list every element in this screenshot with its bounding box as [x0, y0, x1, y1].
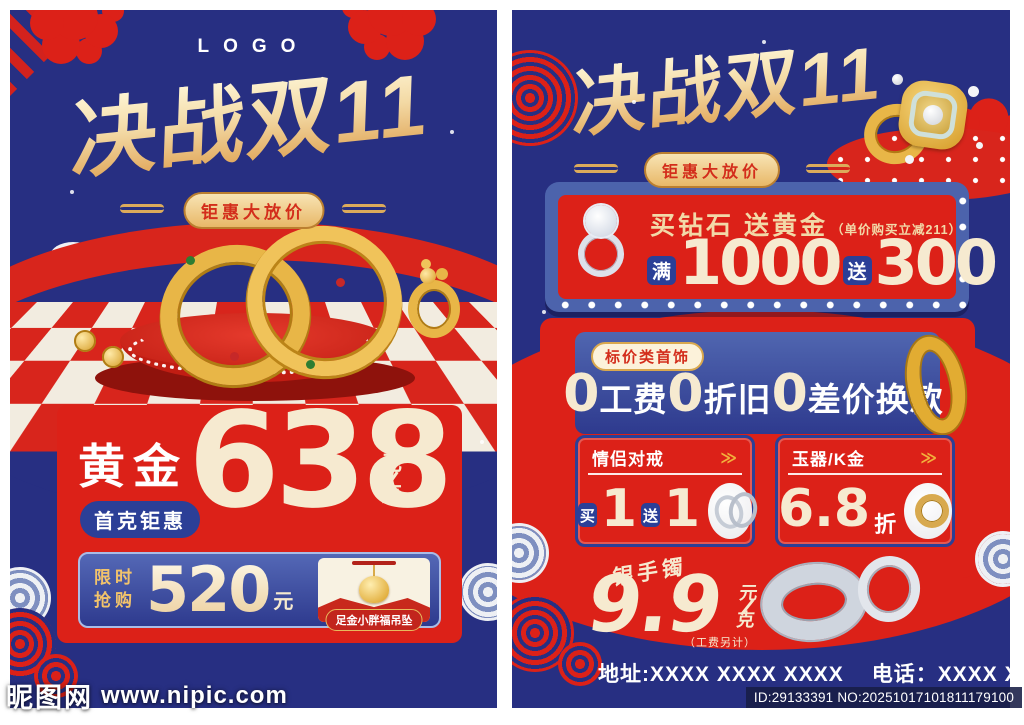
- diamond-offer-headline: 买钻石 送黄金: [650, 212, 828, 240]
- watermark-url: www.nipic.com: [101, 681, 288, 709]
- unit-bottom: 克: [735, 610, 756, 631]
- hanger-bar-ornament: [352, 561, 396, 565]
- campaign-title: 决战双11: [25, 56, 476, 190]
- red-flower-ornament: [30, 10, 64, 40]
- diamond-offer-numbers: 满 1000 送 300: [644, 226, 998, 299]
- watermark-sitename: 昵图网: [6, 683, 93, 713]
- pendant-chain-ornament: [373, 565, 375, 578]
- gold-price-panel: 黄金 首克钜惠 638 元 克 限时 抢购 520 元 足金小胖福吊坠: [57, 395, 462, 643]
- left-poster: LOGO 决战双11 钜惠大放价 黄金 首克钜惠 638 元 克 限时 抢购: [10, 10, 497, 708]
- product-card: 足金小胖福吊坠: [318, 558, 430, 631]
- zero-digit: 0: [667, 364, 704, 424]
- contact-line: 地址:XXXX XXXX XXXX 电话：XXXX XXXX: [598, 658, 1010, 688]
- discount-value: 6.8: [778, 479, 871, 539]
- unit-top: 元: [381, 452, 402, 475]
- logo-text: LOGO: [197, 36, 310, 57]
- k-gold-ring-icon: [904, 483, 952, 539]
- gold-flower-ornament: [420, 268, 436, 284]
- zero-fee-panel: 标价类首饰 0 工费 0 折旧 0 差价换款: [563, 331, 974, 439]
- gold-ring-ornament: [915, 494, 950, 528]
- card-title: 玉器/K金: [792, 450, 865, 469]
- zero-digit: 0: [563, 364, 600, 424]
- podium-lights: [128, 325, 382, 375]
- threshold-value: 1000: [679, 226, 843, 299]
- gold-price: 638: [188, 384, 454, 538]
- diamond-offer-marquee: 买钻石 送黄金 （单价购买立减211） 满 1000 送 300: [545, 182, 998, 312]
- slogan-badge: 钜惠大放价: [183, 192, 324, 229]
- promo-panel: 标价类首饰 0 工费 0 折旧 0 差价换款 情侣对戒 ≫ 买 1 送 1: [540, 318, 975, 578]
- image-id-bar: ID:29133391 NO:20251017101811179100: [746, 687, 1022, 708]
- gift-label: 送: [641, 503, 660, 527]
- buy-label: 买: [578, 503, 597, 527]
- couple-rings-icon: [708, 483, 761, 539]
- right-poster: 决战双11 钜惠大放价 买钻石 送黄金 （单价购买立减211） 满 1000 送…: [512, 10, 1010, 708]
- gift-value: 1: [663, 479, 701, 539]
- enamel-dots-ornament: [186, 256, 195, 265]
- diamond-offer-panel: 买钻石 送黄金 （单价购买立减211） 满 1000 送 300: [558, 195, 998, 299]
- jade-kgold-card: 玉器/K金 ≫ 6.8 折: [775, 435, 955, 547]
- cloud-line-ornament: [574, 164, 618, 173]
- price-unit: 元 克: [381, 452, 402, 506]
- site-watermark: 昵图网 www.nipic.com: [6, 676, 288, 715]
- diamond-offer-headline-row: 买钻石 送黄金 （单价购买立减211）: [650, 206, 962, 242]
- first-gram-tag: 首克钜惠: [80, 501, 200, 538]
- silver-price: 9.9: [581, 560, 727, 650]
- slogan-badge: 钜惠大放价: [643, 152, 781, 188]
- discount-unit: 折: [874, 512, 897, 537]
- flash-unit: 元: [273, 591, 294, 613]
- wave-swirl-ornament: [462, 566, 497, 618]
- phone-text: 电话：XXXX XXXX: [871, 663, 1010, 686]
- flash-label-line1: 限时: [94, 568, 136, 588]
- unit-bottom: 克: [381, 482, 402, 506]
- silver-note: （工费另计）: [684, 637, 756, 649]
- cloud-line-ornament: [120, 204, 164, 213]
- couple-rings-card: 情侣对戒 ≫ 买 1 送 1: [575, 435, 761, 547]
- gold-earring-icon: [74, 330, 96, 352]
- gold-earring-icon: [102, 346, 124, 368]
- cloud-line-ornament: [806, 164, 850, 173]
- zero-fee-headline: 0 工费 0 折旧 0 差价换款: [563, 364, 943, 424]
- flash-label-line2: 抢购: [94, 591, 136, 610]
- pearl-dots-ornament: [892, 74, 903, 85]
- diamond-offer-note: （单价购买立减211）: [830, 223, 963, 237]
- zero-fee-tag: 标价类首饰: [591, 342, 705, 371]
- chevron-right-icon: ≫: [720, 449, 738, 467]
- gift-label: 送: [842, 256, 872, 285]
- red-cloud-ornament: [34, 654, 78, 698]
- gold-label: 黄金: [78, 440, 188, 493]
- gold-ring-icon: [408, 280, 460, 338]
- zero-text: 工费: [599, 381, 668, 418]
- unit-top: 元: [738, 583, 759, 603]
- zero-text: 差价换款: [807, 381, 944, 418]
- flash-sale-label: 限时 抢购: [94, 567, 136, 613]
- chevron-right-icon: ≫: [920, 449, 938, 467]
- threshold-label: 满: [647, 256, 676, 285]
- zero-digit: 0: [771, 364, 808, 424]
- zero-text: 折旧: [703, 381, 772, 418]
- diamond-cluster: [585, 205, 617, 237]
- red-flower-ornament: [402, 10, 436, 36]
- gift-value: 300: [874, 226, 998, 299]
- card-body: 买 1 送 1: [578, 475, 761, 539]
- cloud-line-ornament: [342, 204, 386, 213]
- red-cloud-ornament: [558, 642, 602, 686]
- address-text: 地址:XXXX XXXX XXXX: [598, 663, 844, 686]
- gold-pendant-icon: [359, 576, 389, 603]
- card-header: 玉器/K金 ≫: [788, 438, 942, 475]
- product-tag: 足金小胖福吊坠: [325, 609, 423, 631]
- flash-price: 520: [146, 552, 271, 626]
- buy-value: 1: [600, 479, 638, 539]
- card-title: 情侣对戒: [592, 450, 664, 469]
- flash-sale-panel: 限时 抢购 520 元 足金小胖福吊坠: [78, 552, 441, 631]
- card-header: 情侣对戒 ≫: [588, 438, 742, 475]
- card-body: 6.8 折: [778, 475, 952, 539]
- carved-gold-ring-icon: [898, 331, 974, 439]
- diamond-ring-icon: [570, 205, 632, 283]
